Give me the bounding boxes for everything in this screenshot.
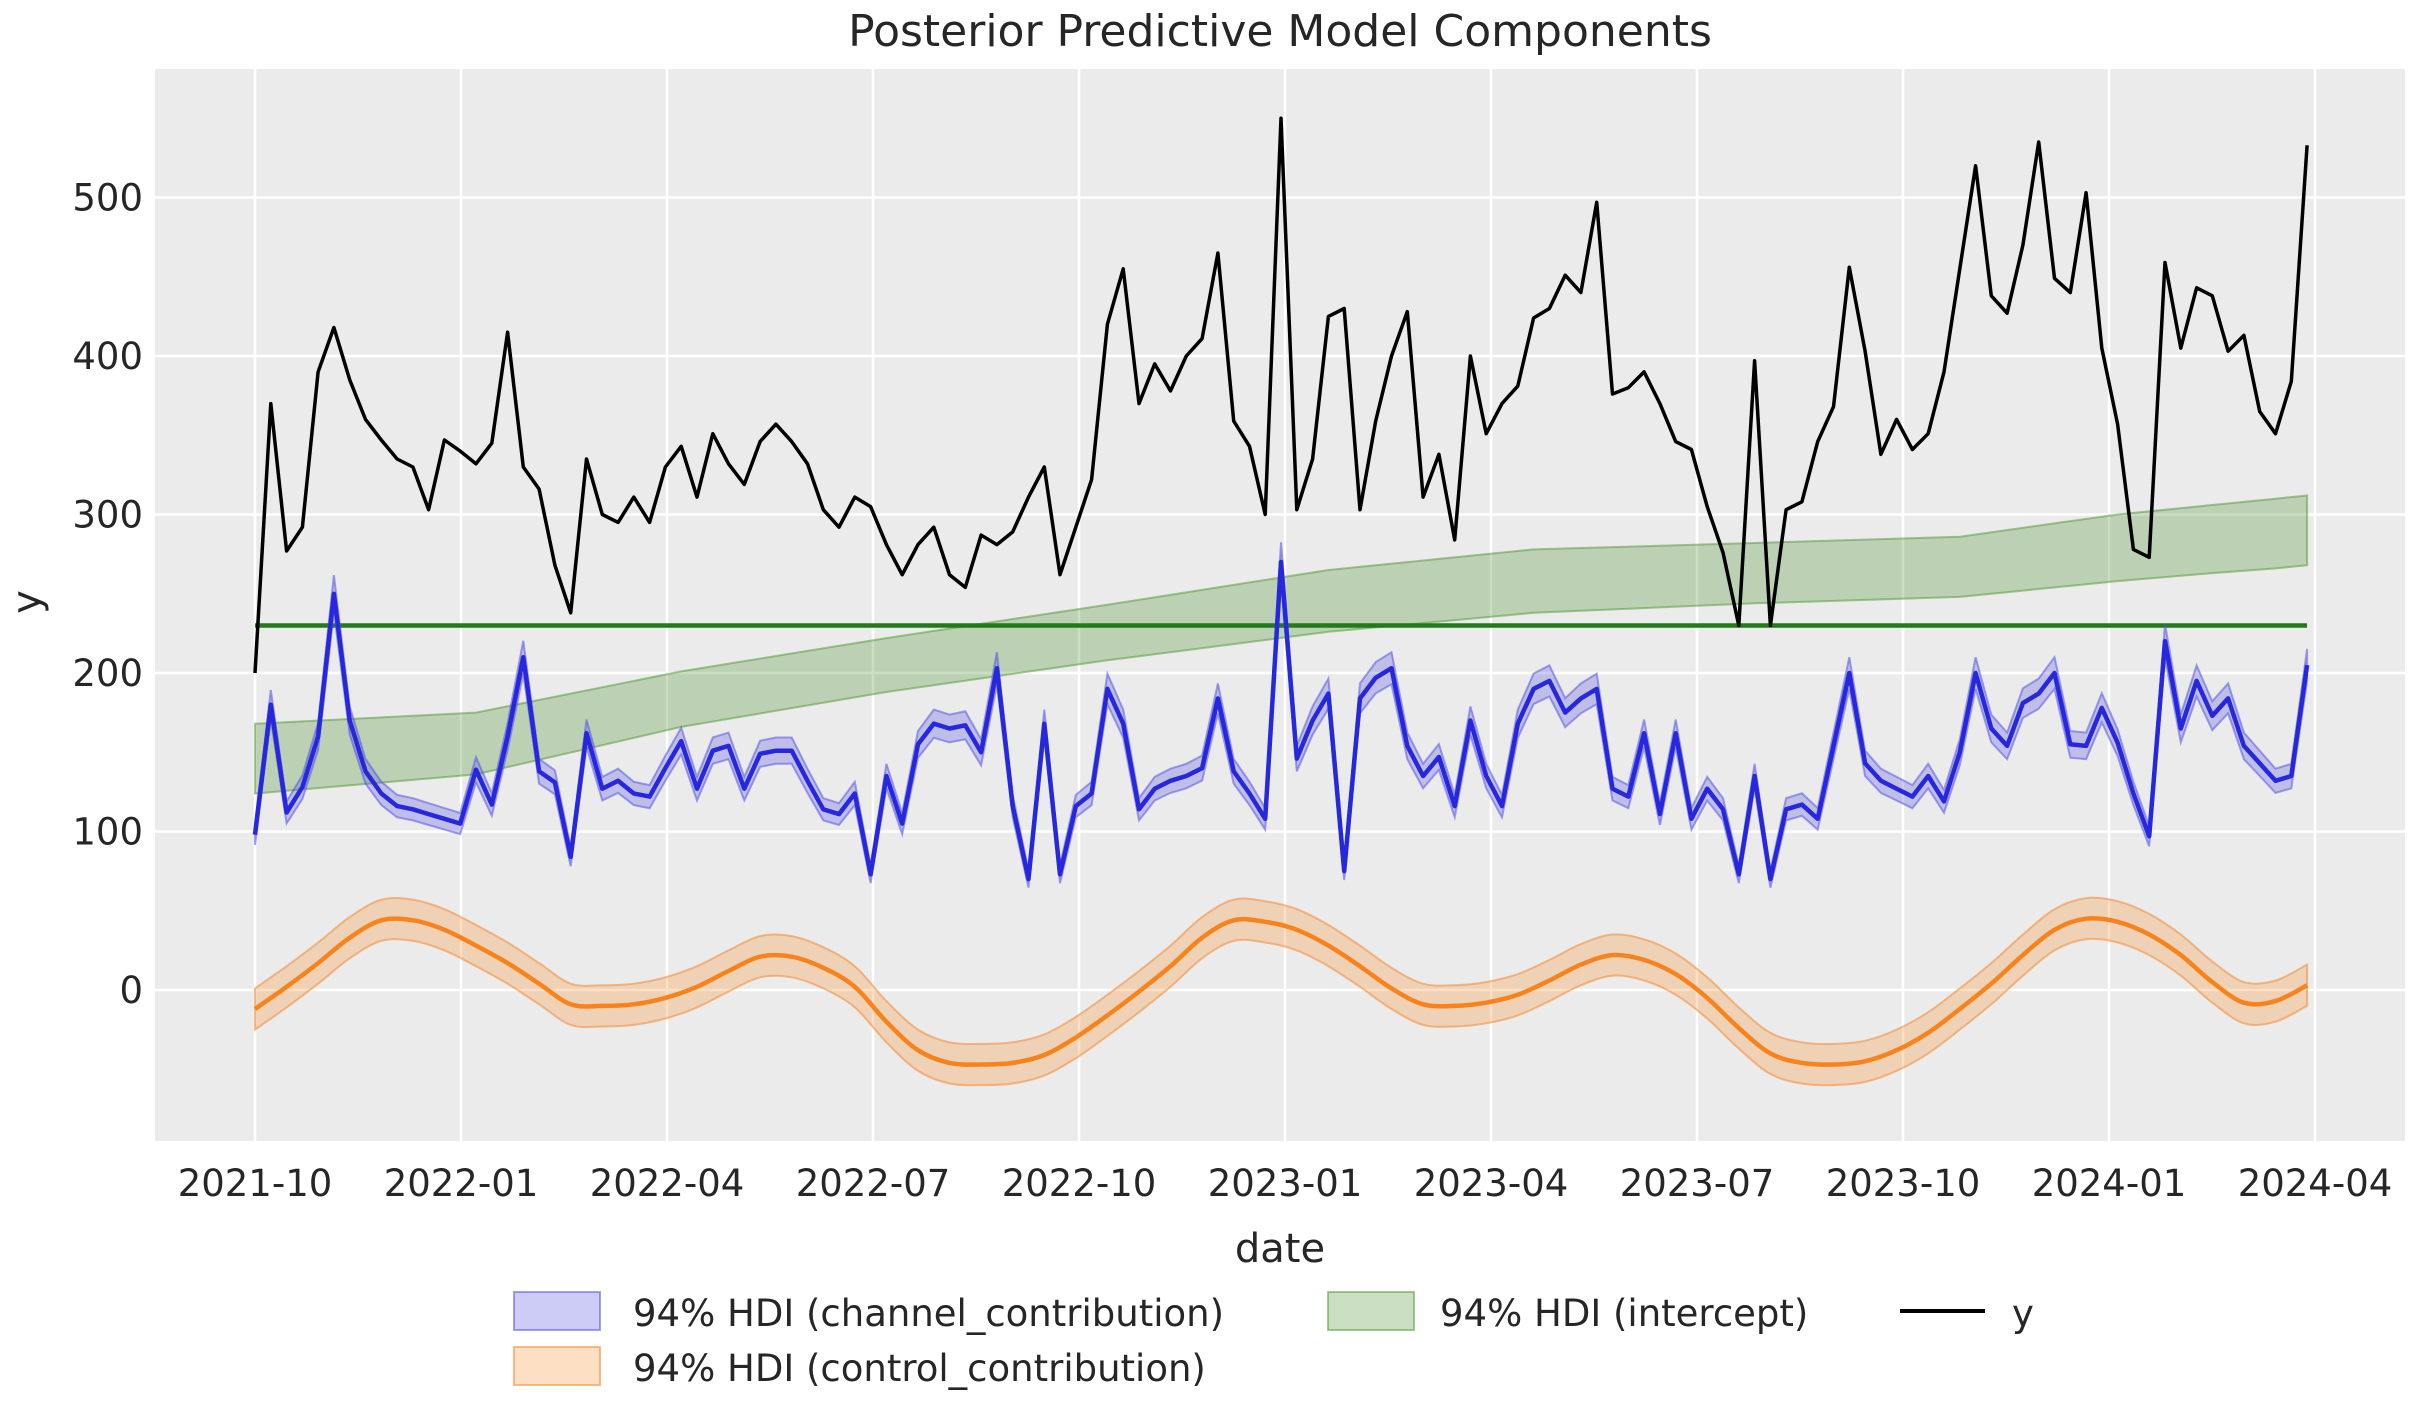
control-contribution-line — [253, 916, 2309, 1067]
x-tick-label: 2024-04 — [2238, 1162, 2393, 1205]
legend-label-control: 94% HDI (control_contribution) — [633, 1347, 1206, 1390]
y-tick-label: 0 — [119, 969, 143, 1012]
x-tick-label: 2023-01 — [1208, 1162, 1363, 1205]
x-tick-label: 2024-01 — [2032, 1162, 2187, 1205]
x-tick-label: 2022-10 — [1002, 1162, 1157, 1205]
x-tick-label: 2023-10 — [1826, 1162, 1981, 1205]
legend-label-channel: 94% HDI (channel_contribution) — [633, 1292, 1224, 1335]
y-observed-line — [253, 116, 2309, 674]
legend-label-y: y — [2012, 1292, 2034, 1335]
chart-title: Posterior Predictive Model Components — [848, 6, 1712, 57]
channel-contribution-line — [252, 559, 2310, 882]
x-tick-label: 2022-01 — [384, 1162, 539, 1205]
y-tick-label: 200 — [72, 652, 143, 695]
y-tick-label: 500 — [72, 177, 143, 220]
y-tick-label: 300 — [72, 494, 143, 537]
legend-swatch-control-patch — [513, 1346, 601, 1386]
x-tick-label: 2022-04 — [590, 1162, 745, 1205]
control-contribution-hdi-band — [254, 896, 2309, 1087]
legend-swatch-channel-patch — [513, 1291, 601, 1331]
data-series — [252, 116, 2310, 1087]
y-tick-label: 400 — [72, 335, 143, 378]
x-tick-label: 2023-07 — [1620, 1162, 1775, 1205]
y-tick-label: 100 — [72, 811, 143, 854]
x-tick-label: 2021-10 — [178, 1162, 333, 1205]
x-axis-label: date — [1235, 1226, 1325, 1272]
gridlines — [155, 69, 2405, 1141]
legend: 94% HDI (channel_contribution) 94% HDI (… — [513, 1291, 2034, 1390]
axis-tick-labels: 0 100 200 300 400 500 2021-10 2022-01 2022-04 202… — [72, 177, 2392, 1206]
intercept-hdi-band — [254, 494, 2309, 795]
y-axis-label: y — [4, 590, 50, 614]
legend-swatch-intercept-patch — [1327, 1291, 1415, 1331]
legend-label-intercept: 94% HDI (intercept) — [1440, 1292, 1808, 1335]
x-tick-label: 2023-04 — [1414, 1162, 1569, 1205]
x-tick-label: 2022-07 — [796, 1162, 951, 1205]
channel-contribution-hdi-band — [254, 542, 2309, 888]
